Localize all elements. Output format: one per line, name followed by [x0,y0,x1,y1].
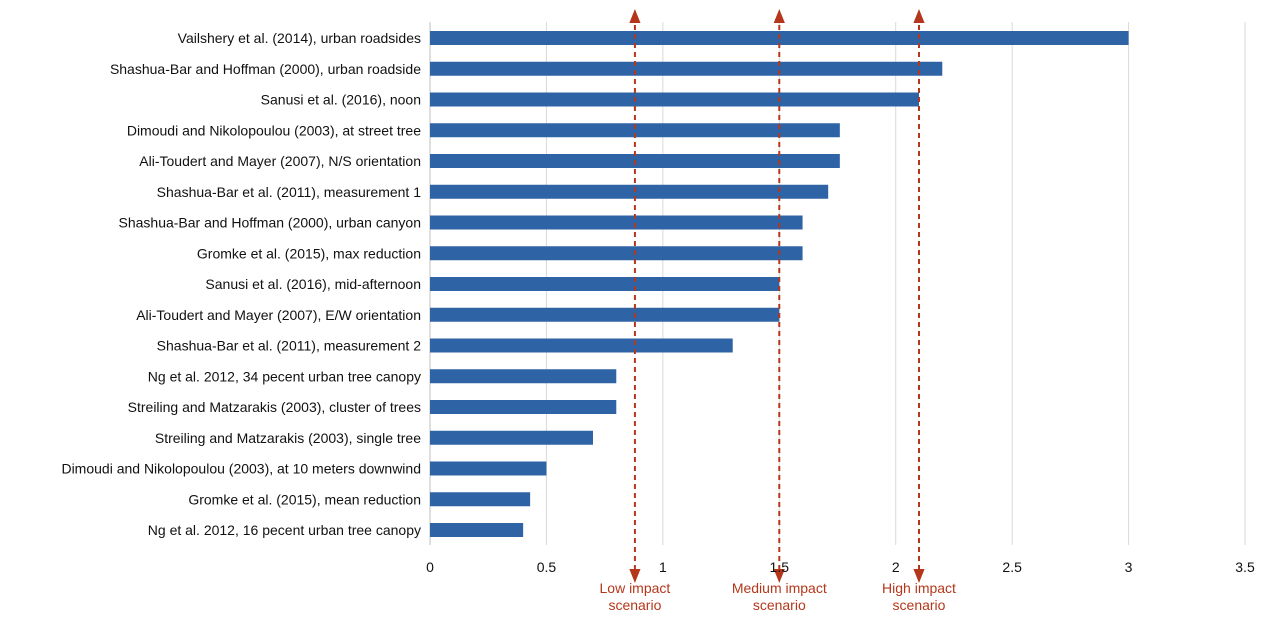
bar [430,338,733,353]
category-label: Dimoudi and Nikolopoulou (2003), at 10 m… [61,461,421,477]
x-tick-label: 3.5 [1235,559,1255,575]
scenario-label: scenario [753,597,806,613]
category-label: Streiling and Matzarakis (2003), single … [155,430,421,446]
x-tick-label: 2.5 [1002,559,1022,575]
scenario-label: scenario [608,597,661,613]
scenario-label: Medium impact [732,580,827,596]
bar [430,430,593,445]
x-tick-label: 0.5 [537,559,557,575]
category-label: Ng et al. 2012, 16 pecent urban tree can… [148,522,421,538]
x-tick-label: 2 [892,559,900,575]
bar [430,492,531,507]
category-label: Shashua-Bar et al. (2011), measurement 2 [157,338,422,354]
category-label: Sanusi et al. (2016), mid-afternoon [205,276,421,292]
bar [430,400,617,414]
bar [430,369,617,384]
scenario-label: Low impact [600,580,671,596]
bar [430,184,829,199]
x-tick-label: 1.5 [770,559,790,575]
category-label: Shashua-Bar et al. (2011), measurement 1 [157,184,422,200]
category-label: Gromke et al. (2015), mean reduction [188,491,421,507]
bar [430,277,780,291]
x-tick-label: 3 [1125,559,1133,575]
bar [430,523,524,537]
bar-layer [430,31,1129,537]
bar [430,215,803,230]
bar [430,92,919,107]
category-label: Dimoudi and Nikolopoulou (2003), at stre… [127,122,421,138]
x-tick-label: 0 [426,559,434,575]
bar [430,307,780,322]
bar [430,461,547,476]
category-label: Ng et al. 2012, 34 pecent urban tree can… [148,368,421,384]
category-label: Streiling and Matzarakis (2003), cluster… [128,399,421,415]
scenario-label: High impact [882,580,956,596]
x-tick-layer: 0 0.5 1 1.5 2 2.5 3 3.5 [426,559,1255,575]
category-label: Shashua-Bar and Hoffman (2000), urban ca… [119,215,422,231]
category-label: Ali-Toudert and Mayer (2007), N/S orient… [139,153,421,169]
bar [430,246,803,261]
category-label: Shashua-Bar and Hoffman (2000), urban ro… [110,61,421,77]
category-label: Ali-Toudert and Mayer (2007), E/W orient… [136,307,421,323]
category-label-layer: Vailshery et al. (2014), urban roadsides… [61,30,421,538]
category-label: Sanusi et al. (2016), noon [261,92,421,108]
x-tick-label: 1 [659,559,667,575]
category-label: Vailshery et al. (2014), urban roadsides [178,30,421,46]
category-label: Gromke et al. (2015), max reduction [197,245,421,261]
scenario-label: scenario [893,597,946,613]
bar [430,61,943,76]
